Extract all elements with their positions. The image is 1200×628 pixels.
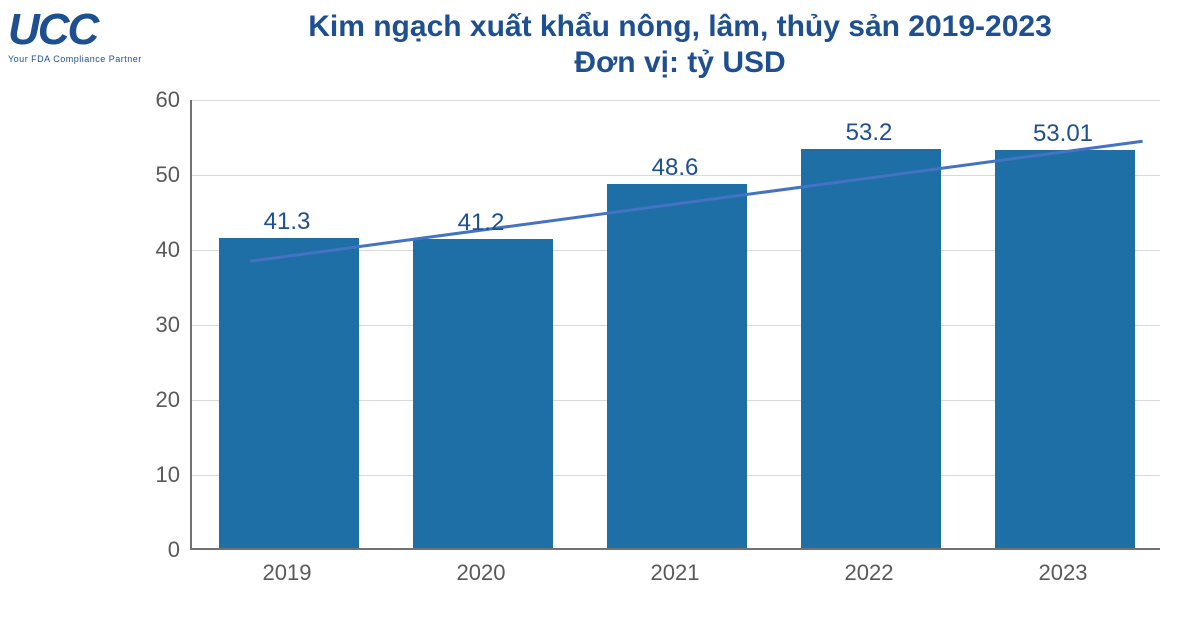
logo-text: UCC bbox=[8, 8, 168, 52]
chart-title-line1: Kim ngạch xuất khẩu nông, lâm, thủy sản … bbox=[200, 10, 1160, 44]
y-tick-label: 60 bbox=[140, 87, 180, 113]
chart-title-line2: Đơn vị: tỷ USD bbox=[200, 46, 1160, 80]
chart-title: Kim ngạch xuất khẩu nông, lâm, thủy sản … bbox=[200, 10, 1160, 80]
y-tick-label: 20 bbox=[140, 387, 180, 413]
bar-value-label: 53.2 bbox=[799, 119, 939, 147]
y-tick-label: 40 bbox=[140, 237, 180, 263]
bar-value-label: 48.6 bbox=[605, 154, 745, 182]
x-tick-label: 2019 bbox=[227, 560, 347, 586]
bar-value-label: 41.3 bbox=[217, 208, 357, 236]
y-tick-label: 10 bbox=[140, 462, 180, 488]
y-tick-label: 0 bbox=[140, 537, 180, 563]
x-tick-label: 2023 bbox=[1003, 560, 1123, 586]
bar-value-label: 53.01 bbox=[993, 120, 1133, 148]
bar-value-label: 41.2 bbox=[411, 209, 551, 237]
x-tick-label: 2022 bbox=[809, 560, 929, 586]
logo-tagline: Your FDA Compliance Partner bbox=[8, 54, 168, 64]
bar-chart: 010203040506041.3201941.2202048.6202153.… bbox=[140, 100, 1160, 590]
x-tick-label: 2021 bbox=[615, 560, 735, 586]
x-tick-label: 2020 bbox=[421, 560, 541, 586]
logo: UCC Your FDA Compliance Partner bbox=[8, 8, 168, 64]
y-tick-label: 50 bbox=[140, 162, 180, 188]
y-tick-label: 30 bbox=[140, 312, 180, 338]
